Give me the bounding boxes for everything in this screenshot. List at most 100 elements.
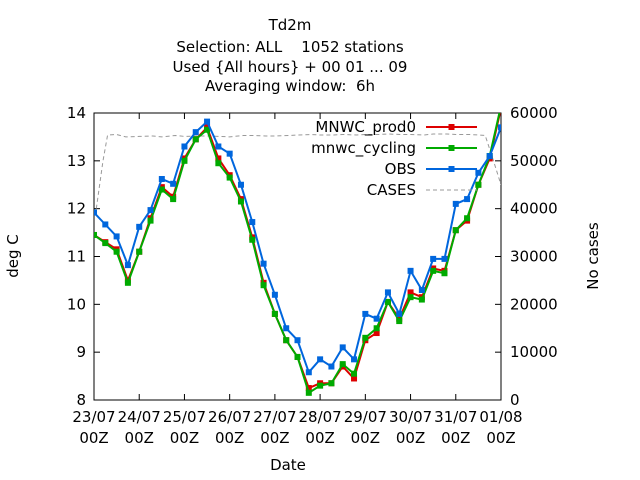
y-tick-label: 9 <box>76 343 86 361</box>
data-point-mnwc-cycling <box>328 380 335 387</box>
x-axis-label: Date <box>270 456 306 474</box>
y2-tick-label: 20000 <box>510 295 558 313</box>
data-point-mnwc-cycling <box>464 215 471 222</box>
data-point-mnwc-cycling <box>452 227 459 234</box>
data-point-mnwc-cycling <box>339 361 346 368</box>
data-point-mnwc-cycling <box>124 279 131 286</box>
data-point-obs <box>226 150 233 157</box>
x-tick-label-day: 01/08 <box>479 408 522 426</box>
data-point-mnwc-cycling <box>430 267 437 274</box>
x-tick-label-hour: 00Z <box>170 429 199 447</box>
data-point-obs <box>147 207 154 214</box>
data-point-mnwc-cycling <box>384 298 391 305</box>
data-point-mnwc-prod0 <box>498 105 504 111</box>
y2-tick-label: 50000 <box>510 152 558 170</box>
x-tick-label-day: 24/07 <box>118 408 161 426</box>
series-obs <box>94 118 501 376</box>
data-point-mnwc-cycling <box>362 334 369 341</box>
data-point-mnwc-cycling <box>305 389 312 396</box>
x-tick-label-day: 29/07 <box>344 408 387 426</box>
data-point-mnwc-cycling <box>102 240 109 247</box>
x-tick-label-hour: 00Z <box>215 429 244 447</box>
data-point-mnwc-prod0 <box>215 155 222 162</box>
data-point-mnwc-cycling <box>192 136 199 143</box>
data-point-obs <box>94 209 97 216</box>
data-point-mnwc-cycling <box>226 174 233 181</box>
y-tick-label: 10 <box>67 295 86 313</box>
x-tick-label-day: 31/07 <box>434 408 477 426</box>
x-axis: 23/07 00Z 24/07 00Z 25/07 00Z 26/07 00Z 27/07 00Z… <box>72 113 523 447</box>
x-tick-label-hour: 00Z <box>305 429 334 447</box>
data-point-obs <box>396 310 403 317</box>
data-point-obs <box>294 337 301 344</box>
legend-label-mnwc-cycling: mnwc_cycling <box>311 139 416 158</box>
data-point-obs <box>452 200 459 207</box>
data-point-mnwc-cycling <box>249 236 256 243</box>
x-tick-label-hour: 00Z <box>396 429 425 447</box>
data-point-mnwc-cycling <box>136 248 143 255</box>
data-point-mnwc-cycling <box>396 318 403 325</box>
series-layer <box>94 105 504 396</box>
series-line-obs <box>94 119 501 375</box>
x-tick-label-day: 26/07 <box>208 408 251 426</box>
data-point-obs <box>102 221 109 228</box>
data-point-mnwc-cycling <box>351 370 358 377</box>
data-point-obs <box>317 356 324 363</box>
x-tick-label-hour: 00Z <box>260 429 289 447</box>
data-point-mnwc-cycling <box>170 196 177 203</box>
data-point-obs <box>181 143 188 150</box>
data-point-mnwc-cycling <box>294 353 301 360</box>
legend-label-obs: OBS <box>385 160 416 178</box>
title-line-2: Selection: ALL 1052 stations <box>176 38 404 56</box>
data-point-obs <box>215 143 222 150</box>
data-point-obs <box>498 124 501 131</box>
data-point-obs <box>407 267 414 274</box>
data-point-obs <box>136 223 143 230</box>
data-point-mnwc-cycling <box>237 198 244 205</box>
data-point-obs <box>418 286 425 293</box>
y2-axis-label: No cases <box>584 222 602 290</box>
y-axis-label: deg C <box>4 234 22 278</box>
y-axis: 8 9 10 11 12 13 14 <box>67 104 100 409</box>
title-line-4: Averaging window: 6h <box>205 77 375 95</box>
data-point-mnwc-cycling <box>215 160 222 167</box>
data-point-mnwc-cycling <box>407 294 414 301</box>
y2-tick-label: 40000 <box>510 200 558 218</box>
data-point-mnwc-prod0 <box>373 330 380 337</box>
x-tick-label-hour: 00Z <box>79 429 108 447</box>
data-point-mnwc-cycling <box>181 157 188 164</box>
y-tick-label: 12 <box>67 200 86 218</box>
data-point-mnwc-prod0 <box>407 289 414 296</box>
data-point-obs <box>237 181 244 188</box>
data-point-obs <box>441 255 448 262</box>
y-tick-label: 14 <box>67 104 86 122</box>
series-line-cases <box>95 133 501 209</box>
data-point-mnwc-prod0 <box>305 385 312 392</box>
data-point-obs <box>464 196 471 203</box>
x-tick-label-day: 28/07 <box>298 408 341 426</box>
y2-tick-label: 10000 <box>510 343 558 361</box>
x-tick-label-day: 25/07 <box>163 408 206 426</box>
data-point-mnwc-cycling <box>147 217 154 224</box>
data-point-obs <box>113 233 120 240</box>
data-point-mnwc-cycling <box>113 248 120 255</box>
data-point-mnwc-cycling <box>317 382 324 389</box>
series-line-mnwc-prod0 <box>94 113 501 390</box>
data-point-obs <box>373 315 380 322</box>
x-tick-label-hour: 00Z <box>486 429 515 447</box>
y2-tick-label: 0 <box>510 391 520 409</box>
legend-marker-obs <box>448 166 455 172</box>
legend: MNWC_prod0 mnwc_cycling OBS CASES <box>311 118 477 199</box>
data-point-obs <box>486 153 493 160</box>
y2-axis: 0 10000 20000 30000 40000 50000 60000 <box>495 104 558 409</box>
y-tick-label: 13 <box>67 152 86 170</box>
data-point-obs <box>271 291 278 298</box>
data-point-obs <box>362 310 369 317</box>
data-point-obs <box>192 129 199 136</box>
x-tick-label-hour: 00Z <box>351 429 380 447</box>
chart-title: Td2m Selection: ALL 1052 stations Used {… <box>173 16 408 95</box>
y2-tick-label: 30000 <box>510 248 558 266</box>
data-point-mnwc-prod0 <box>351 375 358 382</box>
data-point-obs <box>124 262 131 269</box>
